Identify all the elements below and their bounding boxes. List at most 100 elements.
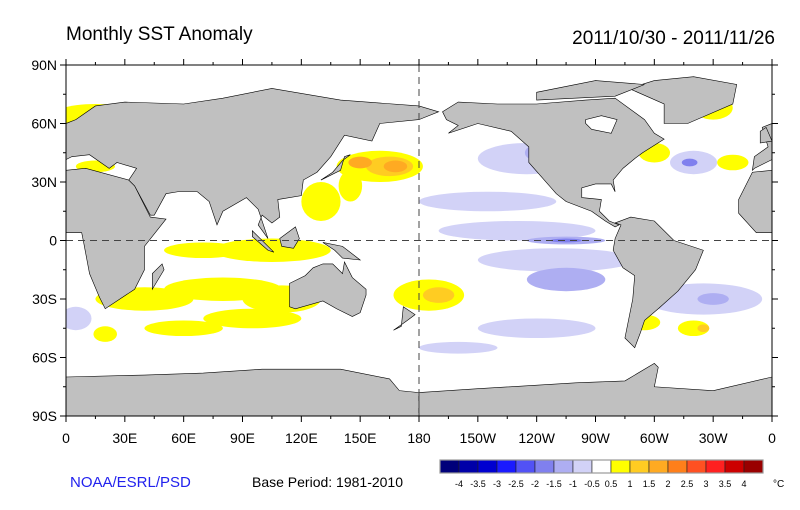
lon-label: 120W — [518, 430, 555, 446]
lat-label: 30S — [32, 291, 57, 307]
credit-label: NOAA/ESRL/PSD — [70, 474, 191, 491]
colorbar-label: 4 — [741, 479, 746, 489]
land-mass — [393, 306, 416, 331]
lon-label: 90E — [230, 430, 255, 446]
lon-label: 60W — [640, 430, 670, 446]
colorbar-swatch — [743, 459, 764, 474]
colorbar-swatch — [439, 459, 460, 474]
lon-label: 180 — [407, 430, 431, 446]
land-mass — [0, 77, 31, 124]
anomaly-region — [697, 324, 710, 333]
anomaly-region — [550, 238, 582, 243]
anomaly-region — [66, 306, 92, 331]
anomaly-region — [477, 318, 596, 338]
lat-label: 90N — [31, 57, 57, 73]
colorbar-swatch — [458, 459, 479, 474]
lon-label: 0 — [768, 430, 776, 446]
colorbar-swatch — [515, 459, 536, 474]
land-mass — [66, 168, 167, 310]
colorbar-unit: °C — [773, 479, 784, 490]
anomaly-region — [203, 308, 302, 329]
colorbar-label: -2.5 — [508, 479, 524, 489]
colorbar-swatch — [477, 459, 498, 474]
land-mass — [612, 216, 704, 349]
anomaly-region — [681, 158, 698, 167]
anomaly-region — [419, 191, 557, 212]
colorbar-swatch — [553, 459, 574, 474]
base-period-label: Base Period: 1981-2010 — [252, 474, 403, 490]
land-mass — [738, 169, 772, 233]
anomaly-region — [677, 320, 710, 337]
land-mass — [279, 226, 300, 249]
colorbar-swatch — [496, 459, 517, 474]
colorbar-label: -3 — [493, 479, 501, 489]
anomaly-region — [93, 326, 117, 342]
colorbar-frame — [439, 459, 764, 474]
anomaly-region — [717, 154, 749, 171]
colorbar-swatch — [591, 459, 612, 474]
colorbar-label: -2 — [531, 479, 539, 489]
lon-label: 90W — [581, 430, 611, 446]
lon-label: 150W — [460, 430, 497, 446]
colorbar-label: -3.5 — [470, 479, 486, 489]
land-mass — [759, 126, 772, 144]
colorbar-label: -1 — [569, 479, 577, 489]
anomaly-region — [338, 170, 363, 202]
colorbar-label: 3.5 — [719, 479, 732, 489]
land-mass — [151, 263, 165, 291]
anomaly-region — [383, 160, 408, 173]
colorbar-swatch — [610, 459, 631, 474]
lon-label: 0 — [62, 430, 70, 446]
lon-label: 60E — [171, 430, 196, 446]
lon-label: 30E — [112, 430, 137, 446]
land-mass — [252, 230, 275, 253]
colorbar-swatch — [572, 459, 593, 474]
anomaly-region — [144, 320, 223, 337]
lat-label: 60N — [31, 116, 57, 132]
colorbar-swatch — [648, 459, 669, 474]
figure-title: Monthly SST Anomaly — [66, 24, 253, 45]
colorbar-swatch — [667, 459, 688, 474]
lat-label: 60S — [32, 350, 57, 366]
anomaly-region — [301, 182, 341, 221]
land-mass — [322, 242, 362, 261]
anomaly-region — [477, 248, 635, 272]
colorbar-label: -4 — [455, 479, 463, 489]
anomaly-region — [419, 341, 498, 354]
anomaly-region — [348, 156, 372, 169]
land-mass — [66, 88, 440, 239]
lat-label: 30N — [31, 174, 57, 190]
colorbar-swatch — [534, 459, 555, 474]
hudson-bay — [585, 115, 618, 134]
anomaly-region — [164, 242, 243, 259]
anomaly-region — [422, 287, 455, 303]
date-range: 2011/10/30 - 2011/11/26 — [572, 28, 775, 49]
colorbar-label: 3 — [703, 479, 708, 489]
land-mass — [320, 154, 351, 181]
anomaly-region — [438, 221, 596, 241]
lon-label: 30W — [699, 430, 729, 446]
land-mass — [627, 76, 738, 124]
colorbar-label: 1 — [627, 479, 632, 489]
anomaly-region — [697, 293, 729, 305]
colorbar-label: 2.5 — [681, 479, 694, 489]
lat-label: 0 — [49, 233, 57, 249]
colorbar-swatch — [724, 459, 745, 474]
colorbar-label: 0.5 — [605, 479, 618, 489]
colorbar-swatch — [705, 459, 726, 474]
anomaly-region — [526, 267, 606, 292]
land-mass — [536, 80, 645, 101]
lat-label: 90S — [32, 408, 57, 424]
colorbar-label: 2 — [665, 479, 670, 489]
colorbar-label: 1.5 — [643, 479, 656, 489]
land-mass — [418, 362, 772, 416]
lon-label: 120E — [285, 430, 318, 446]
lon-label: 150E — [344, 430, 377, 446]
colorbar-label: -1.5 — [546, 479, 562, 489]
colorbar-label: -0.5 — [584, 479, 600, 489]
land-mass — [289, 260, 367, 317]
colorbar-swatch — [686, 459, 707, 474]
colorbar-swatch — [629, 459, 650, 474]
